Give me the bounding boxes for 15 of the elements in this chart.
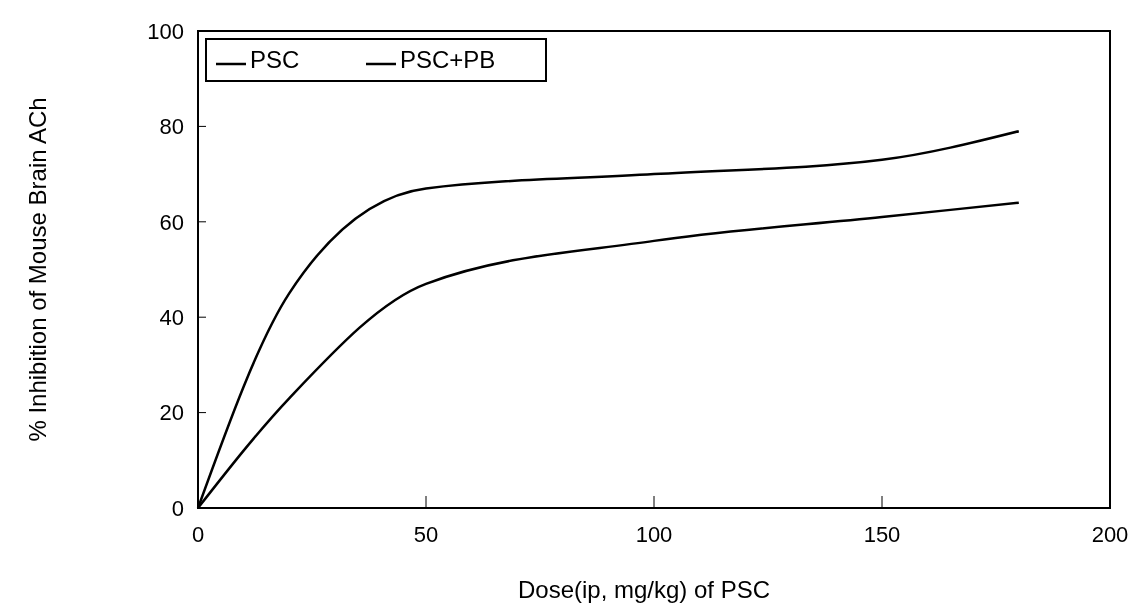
- y-tick-label: 40: [159, 304, 184, 330]
- legend-label: PSC: [250, 46, 300, 74]
- x-tick-label: 50: [413, 522, 439, 547]
- y-tick-label: 100: [147, 18, 184, 44]
- y-axis-title: % Inhibition of Mouse Brain ACh: [24, 97, 51, 442]
- x-tick-label: 150: [863, 522, 901, 547]
- x-tick-label: 200: [1091, 522, 1129, 547]
- y-tick-label: 0: [171, 495, 184, 521]
- x-tick-label: 0: [191, 522, 205, 547]
- y-tick-label: 80: [159, 114, 184, 140]
- x-tick-label: 100: [635, 522, 673, 547]
- x-axis-title: Dose(ip, mg/kg) of PSC: [517, 576, 771, 603]
- y-tick-label: 20: [159, 400, 184, 426]
- y-tick-label: 60: [159, 209, 184, 235]
- legend-label: PSC+PB: [400, 46, 496, 74]
